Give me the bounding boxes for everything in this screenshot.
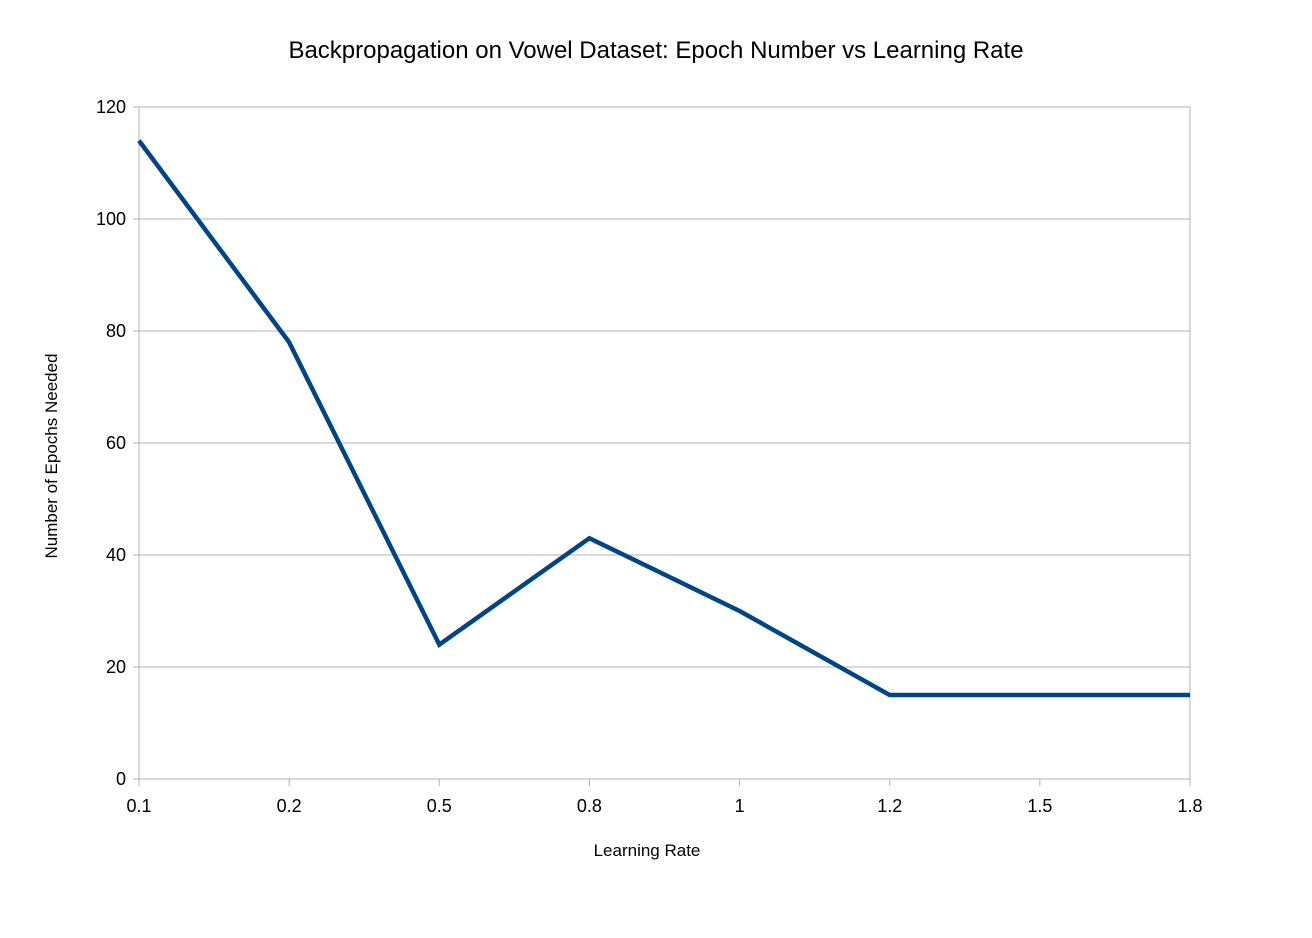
y-tick-label: 20 [106,657,126,677]
y-tick-label: 80 [106,321,126,341]
x-tick-label: 1.8 [1177,796,1202,816]
y-tick-labels: 0 20 40 60 80 100 120 [96,97,126,789]
x-tick-labels: 0.1 0.2 0.5 0.8 1 1.2 1.5 1.8 [126,796,1202,816]
y-tick-label: 60 [106,433,126,453]
grid-lines [139,106,1190,668]
x-tick-label: 0.1 [126,796,151,816]
x-tick-label: 1.5 [1027,796,1052,816]
x-tick-label: 0.2 [277,796,302,816]
x-tick-label: 1 [735,796,745,816]
x-tick-label: 0.8 [577,796,602,816]
y-tick-label: 0 [116,769,126,789]
series-line [137,139,1190,698]
y-tick-label: 100 [96,209,126,229]
x-tick-label: 0.5 [427,796,452,816]
x-axis-label: Learning Rate [594,841,701,860]
x-tick-label: 1.2 [877,796,902,816]
series-lines [137,139,1190,698]
axes [133,106,1191,786]
y-axis-label: Number of Epochs Needed [42,353,61,558]
chart-title: Backpropagation on Vowel Dataset: Epoch … [288,37,1023,64]
y-tick-label: 40 [106,545,126,565]
y-tick-label: 120 [96,97,126,117]
